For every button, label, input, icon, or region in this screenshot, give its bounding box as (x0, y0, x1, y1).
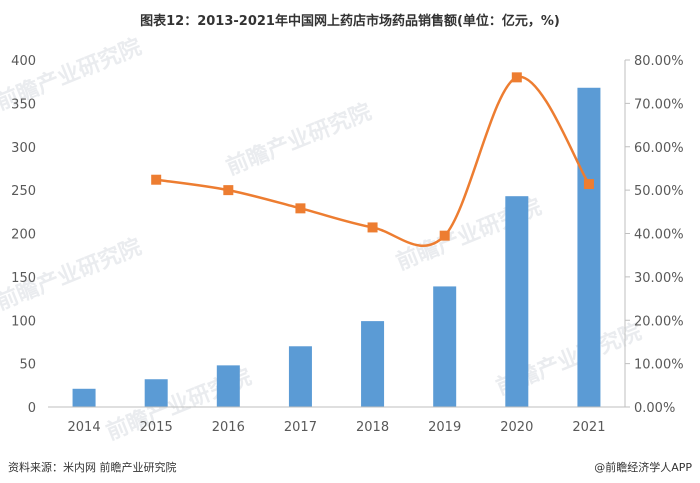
bar-2016 (216, 365, 240, 407)
x-tick-label: 2019 (428, 420, 461, 435)
right-tick-label: 10.00% (634, 358, 684, 373)
bar-2019 (433, 286, 457, 407)
growth-line (156, 75, 590, 248)
bar-2021 (577, 87, 601, 407)
bar-2017 (288, 346, 312, 407)
x-tick-label: 2020 (500, 420, 533, 435)
line-marker-2015 (151, 174, 162, 185)
right-tick-label: 30.00% (634, 271, 684, 286)
x-tick-label: 2016 (212, 420, 245, 435)
bar-series (72, 87, 601, 407)
right-tick-label: 40.00% (634, 228, 684, 243)
line-marker-2018 (367, 222, 378, 233)
right-tick-label: 60.00% (634, 141, 684, 156)
line-marker-2016 (223, 185, 234, 196)
left-tick-label: 400 (11, 54, 36, 69)
left-tick-label: 50 (19, 358, 36, 373)
x-axis-ticks: 2014 2015 2016 2017 2018 2019 2020 2021 (68, 420, 606, 435)
right-tick-label: 80.00% (634, 54, 684, 69)
line-marker-2021 (583, 179, 594, 190)
left-axis-ticks: 0 50 100 150 200 250 300 350 400 (11, 54, 36, 416)
bar-2020 (505, 196, 529, 407)
left-tick-label: 100 (11, 314, 36, 329)
left-tick-label: 0 (28, 401, 36, 416)
x-tick-label: 2014 (68, 420, 101, 435)
line-series (151, 72, 594, 248)
right-tick-label: 20.00% (634, 314, 684, 329)
left-tick-label: 250 (11, 184, 36, 199)
line-marker-2017 (295, 203, 306, 214)
bar-2014 (72, 388, 96, 407)
x-tick-label: 2021 (572, 420, 605, 435)
line-marker-2020 (511, 72, 522, 83)
right-tick-label: 50.00% (634, 184, 684, 199)
source-note: 资料来源：米内网 前瞻产业研究院 (8, 461, 177, 474)
left-tick-label: 150 (11, 271, 36, 286)
brand-note: @前瞻经济学人APP (594, 461, 692, 474)
left-tick-label: 350 (11, 97, 36, 112)
left-tick-label: 300 (11, 141, 36, 156)
right-axis-ticks: 0.00% 10.00% 20.00% 30.00% 40.00% 50.00% 60.00… (624, 54, 684, 416)
bar-2015 (144, 379, 168, 407)
x-tick-label: 2018 (356, 420, 389, 435)
line-marker-2019 (439, 230, 450, 241)
x-tick-label: 2015 (140, 420, 173, 435)
left-tick-label: 200 (11, 228, 36, 243)
right-tick-label: 70.00% (634, 97, 684, 112)
bar-2018 (361, 321, 385, 407)
right-tick-label: 0.00% (634, 401, 675, 416)
x-tick-label: 2017 (284, 420, 317, 435)
watermark-text: 前瞻产业研究院 (223, 99, 376, 181)
chart-title: 图表12：2013-2021年中国网上药店市场药品销售额(单位：亿元，%) (140, 14, 560, 29)
